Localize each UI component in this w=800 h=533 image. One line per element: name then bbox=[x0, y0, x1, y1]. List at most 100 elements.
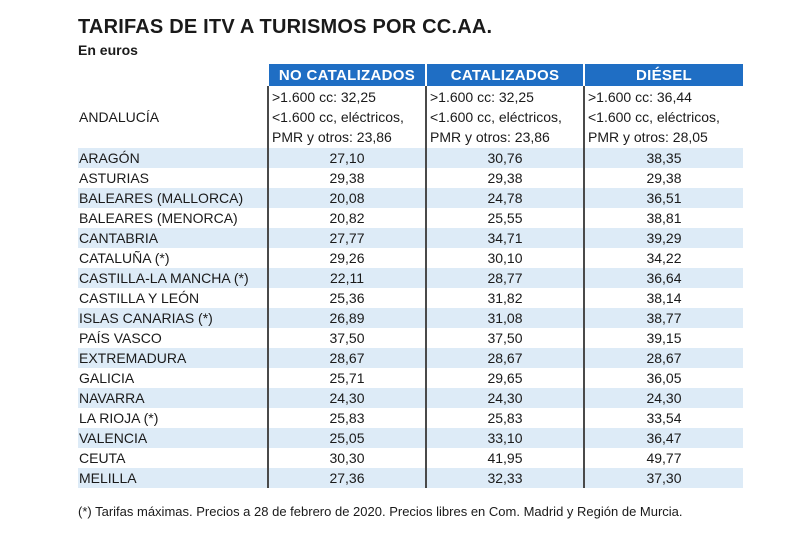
table-row: CASTILLA-LA MANCHA (*) 22,11 28,77 36,64 bbox=[78, 268, 743, 288]
andalucia-no-catalizados-cell: >1.600 cc: 32,25 <1.600 cc, eléctricos, … bbox=[267, 86, 426, 148]
chart-subtitle: En euros bbox=[78, 42, 138, 58]
table-row: ASTURIAS 29,38 29,38 29,38 bbox=[78, 168, 743, 188]
no-catalizados-value-cell: 22,11 bbox=[267, 268, 426, 288]
table-row: NAVARRA 24,30 24,30 24,30 bbox=[78, 388, 743, 408]
header-blank bbox=[78, 64, 268, 86]
no-catalizados-value-cell: 25,36 bbox=[267, 288, 426, 308]
region-cell: CASTILLA-LA MANCHA (*) bbox=[78, 268, 268, 288]
catalizados-value-cell: 31,08 bbox=[425, 308, 584, 328]
table-header-row: NO CATALIZADOS CATALIZADOS DIÉSEL bbox=[78, 64, 743, 86]
region-cell: PAÍS VASCO bbox=[79, 330, 162, 346]
diesel-value-cell: 39,15 bbox=[583, 328, 743, 348]
andalucia-d-line-3: PMR y otros: 28,05 bbox=[588, 129, 708, 145]
diesel-value-cell: 36,64 bbox=[583, 268, 743, 288]
table-row: CANTABRIA 27,77 34,71 39,29 bbox=[78, 228, 743, 248]
table-row: VALENCIA 25,05 33,10 36,47 bbox=[78, 428, 743, 448]
no-catalizados-value-cell: 26,89 bbox=[267, 308, 426, 328]
region-cell: ANDALUCÍA bbox=[79, 109, 160, 125]
no-catalizados-value-cell: 27,77 bbox=[267, 228, 426, 248]
table-row: CEUTA 30,30 41,95 49,77 bbox=[78, 448, 743, 468]
table-row: ISLAS CANARIAS (*) 26,89 31,08 38,77 bbox=[78, 308, 743, 328]
no-catalizados-value-cell: 37,50 bbox=[267, 328, 426, 348]
andalucia-nc-line-3: PMR y otros: 23,86 bbox=[272, 129, 392, 145]
region-cell: ARAGÓN bbox=[78, 148, 268, 168]
no-catalizados-value-cell: 20,82 bbox=[267, 208, 426, 228]
region-cell: LA RIOJA (*) bbox=[79, 410, 159, 426]
catalizados-value-cell: 32,33 bbox=[425, 468, 584, 488]
diesel-value-cell: 37,30 bbox=[583, 468, 743, 488]
diesel-value-cell: 49,77 bbox=[583, 448, 743, 468]
region-cell: CANTABRIA bbox=[78, 228, 268, 248]
table-row: EXTREMADURA 28,67 28,67 28,67 bbox=[78, 348, 743, 368]
no-catalizados-value-cell: 25,05 bbox=[267, 428, 426, 448]
no-catalizados-value-cell: 27,36 bbox=[267, 468, 426, 488]
region-cell: NAVARRA bbox=[78, 388, 268, 408]
chart-title: TARIFAS DE ITV A TURISMOS POR CC.AA. bbox=[78, 16, 493, 38]
region-cell: GALICIA bbox=[79, 370, 135, 386]
table-row: CATALUÑA (*) 29,26 30,10 34,22 bbox=[78, 248, 743, 268]
table-body: ANDALUCÍA >1.600 cc: 32,25 <1.600 cc, el… bbox=[78, 86, 743, 488]
catalizados-value-cell: 24,30 bbox=[425, 388, 584, 408]
diesel-value-cell: 34,22 bbox=[583, 248, 743, 268]
region-cell: CASTILLA Y LEÓN bbox=[79, 290, 200, 306]
no-catalizados-value-cell: 30,30 bbox=[267, 448, 426, 468]
table-row: BALEARES (MENORCA) 20,82 25,55 38,81 bbox=[78, 208, 743, 228]
diesel-value-cell: 38,35 bbox=[583, 148, 743, 168]
catalizados-value-cell: 29,65 bbox=[425, 368, 584, 388]
diesel-value-cell: 28,67 bbox=[583, 348, 743, 368]
diesel-value-cell: 38,81 bbox=[583, 208, 743, 228]
no-catalizados-value-cell: 29,26 bbox=[267, 248, 426, 268]
no-catalizados-value-cell: 25,83 bbox=[267, 408, 426, 428]
catalizados-value-cell: 30,10 bbox=[425, 248, 584, 268]
no-catalizados-value-cell: 25,71 bbox=[267, 368, 426, 388]
andalucia-catalizados-cell: >1.600 cc: 32,25 <1.600 cc, eléctricos, … bbox=[425, 86, 584, 148]
table-row: GALICIA 25,71 29,65 36,05 bbox=[78, 368, 743, 388]
diesel-value-cell: 36,47 bbox=[583, 428, 743, 448]
table-row: CASTILLA Y LEÓN 25,36 31,82 38,14 bbox=[78, 288, 743, 308]
itv-tariff-table-panel: TARIFAS DE ITV A TURISMOS POR CC.AA. En … bbox=[78, 14, 743, 488]
region-cell: MELILLA bbox=[78, 468, 268, 488]
region-cell: CEUTA bbox=[79, 450, 126, 466]
region-cell: BALEARES (MALLORCA) bbox=[78, 188, 268, 208]
region-cell: EXTREMADURA bbox=[78, 348, 268, 368]
andalucia-nc-line-1: >1.600 cc: 32,25 bbox=[272, 89, 376, 105]
no-catalizados-value-cell: 24,30 bbox=[267, 388, 426, 408]
catalizados-value-cell: 28,77 bbox=[425, 268, 584, 288]
table-row: ARAGÓN 27,10 30,76 38,35 bbox=[78, 148, 743, 168]
table-row: LA RIOJA (*) 25,83 25,83 33,54 bbox=[78, 408, 743, 428]
tariff-table: NO CATALIZADOS CATALIZADOS DIÉSEL ANDALU… bbox=[78, 64, 743, 488]
diesel-value-cell: 29,38 bbox=[583, 168, 743, 188]
andalucia-diesel-cell: >1.600 cc: 36,44 <1.600 cc, eléctricos, … bbox=[583, 86, 743, 148]
catalizados-value-cell: 41,95 bbox=[425, 448, 584, 468]
andalucia-c-line-3: PMR y otros: 23,86 bbox=[430, 129, 550, 145]
table-row: BALEARES (MALLORCA) 20,08 24,78 36,51 bbox=[78, 188, 743, 208]
header-catalizados: CATALIZADOS bbox=[425, 64, 584, 86]
catalizados-value-cell: 24,78 bbox=[425, 188, 584, 208]
diesel-value-cell: 39,29 bbox=[583, 228, 743, 248]
header-diesel: DIÉSEL bbox=[583, 64, 743, 86]
catalizados-value-cell: 33,10 bbox=[425, 428, 584, 448]
header-no-catalizados: NO CATALIZADOS bbox=[267, 64, 426, 86]
no-catalizados-value-cell: 29,38 bbox=[267, 168, 426, 188]
catalizados-value-cell: 30,76 bbox=[425, 148, 584, 168]
andalucia-c-line-2: <1.600 cc, eléctricos, bbox=[430, 109, 562, 125]
region-cell: VALENCIA bbox=[78, 428, 268, 448]
region-cell: ASTURIAS bbox=[79, 170, 150, 186]
diesel-value-cell: 36,51 bbox=[583, 188, 743, 208]
region-cell: BALEARES (MENORCA) bbox=[79, 210, 238, 226]
table-row: MELILLA 27,36 32,33 37,30 bbox=[78, 468, 743, 488]
catalizados-value-cell: 29,38 bbox=[425, 168, 584, 188]
catalizados-value-cell: 25,83 bbox=[425, 408, 584, 428]
no-catalizados-value-cell: 28,67 bbox=[267, 348, 426, 368]
andalucia-c-line-1: >1.600 cc: 32,25 bbox=[430, 89, 534, 105]
catalizados-value-cell: 31,82 bbox=[425, 288, 584, 308]
catalizados-value-cell: 37,50 bbox=[425, 328, 584, 348]
footnote: (*) Tarifas máximas. Precios a 28 de feb… bbox=[78, 504, 683, 519]
table-row-andalucia: ANDALUCÍA >1.600 cc: 32,25 <1.600 cc, el… bbox=[78, 86, 743, 148]
catalizados-value-cell: 28,67 bbox=[425, 348, 584, 368]
region-cell: ISLAS CANARIAS (*) bbox=[78, 308, 268, 328]
andalucia-nc-line-2: <1.600 cc, eléctricos, bbox=[272, 109, 404, 125]
catalizados-value-cell: 25,55 bbox=[425, 208, 584, 228]
andalucia-d-line-1: >1.600 cc: 36,44 bbox=[588, 89, 692, 105]
no-catalizados-value-cell: 27,10 bbox=[267, 148, 426, 168]
